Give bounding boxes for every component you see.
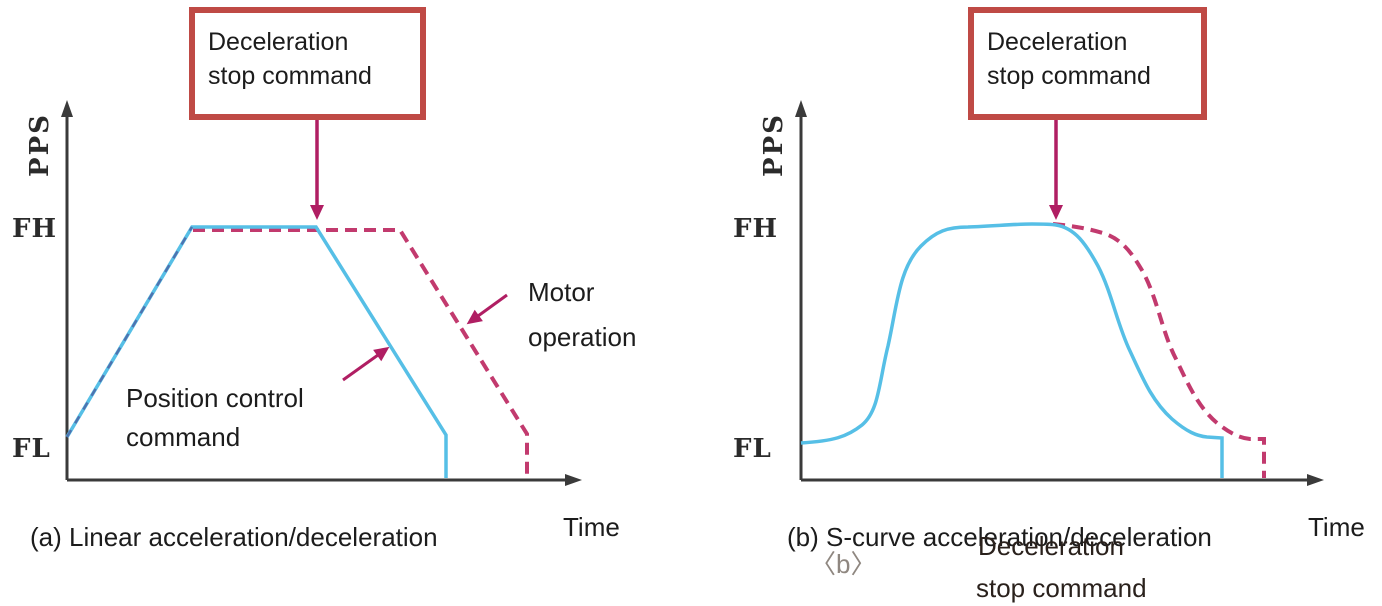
motor-operation-pointer-arrow (466, 293, 508, 325)
motor-operation-curve-b (1052, 222, 1266, 478)
position-control-label-line1: Position control (126, 383, 304, 413)
y-tick-fl-b: FL (733, 434, 772, 464)
position-control-label-line2: command (126, 422, 241, 452)
x-axis-label-a: Time (563, 512, 620, 542)
x-axis-label-b: Time (1308, 512, 1365, 542)
y-tick-fh-a: FH (12, 214, 58, 244)
y-tick-fl-a: FL (12, 434, 51, 464)
callout-b-line2: stop command (987, 62, 1151, 90)
deceleration-stop-callout-b: Deceleration stop command (968, 7, 1207, 120)
motor-operation-label-line1: Motor (528, 277, 595, 307)
deceleration-stop-callout-a: Deceleration stop command (189, 7, 426, 120)
motor-operation-label: Motor operation (528, 270, 636, 360)
callout-a-line1: Deceleration (208, 28, 349, 56)
caption-a: (a) Linear acceleration/deceleration (30, 522, 438, 552)
position-command-curve-b (800, 222, 1224, 478)
y-axis-unit-b: PPS (752, 102, 796, 188)
callout-a-line2: stop command (208, 62, 372, 90)
y-axis-unit-b-text: PPS (759, 113, 790, 177)
position-command-pointer-arrow (342, 346, 390, 382)
callout-b-line1: Deceleration (987, 28, 1128, 56)
y-axis-unit-a-text: PPS (25, 113, 56, 177)
y-axis-unit-a: PPS (18, 102, 62, 188)
sub-label-b: 〈b〉 (810, 549, 877, 579)
panel-b-plot (795, 100, 1324, 486)
overlap-text-deceleration: Deceleration (978, 531, 1124, 561)
caption-b: (b) S-curve acceleration/deceleration (787, 522, 1212, 552)
motor-operation-curve-a (193, 228, 529, 478)
y-tick-fh-b: FH (733, 214, 779, 244)
motor-operation-label-line2: operation (528, 322, 637, 352)
overlap-text-stop-command: stop command (976, 573, 1147, 603)
panel-a-plot (61, 100, 582, 486)
position-control-label: Position control command (126, 379, 304, 457)
